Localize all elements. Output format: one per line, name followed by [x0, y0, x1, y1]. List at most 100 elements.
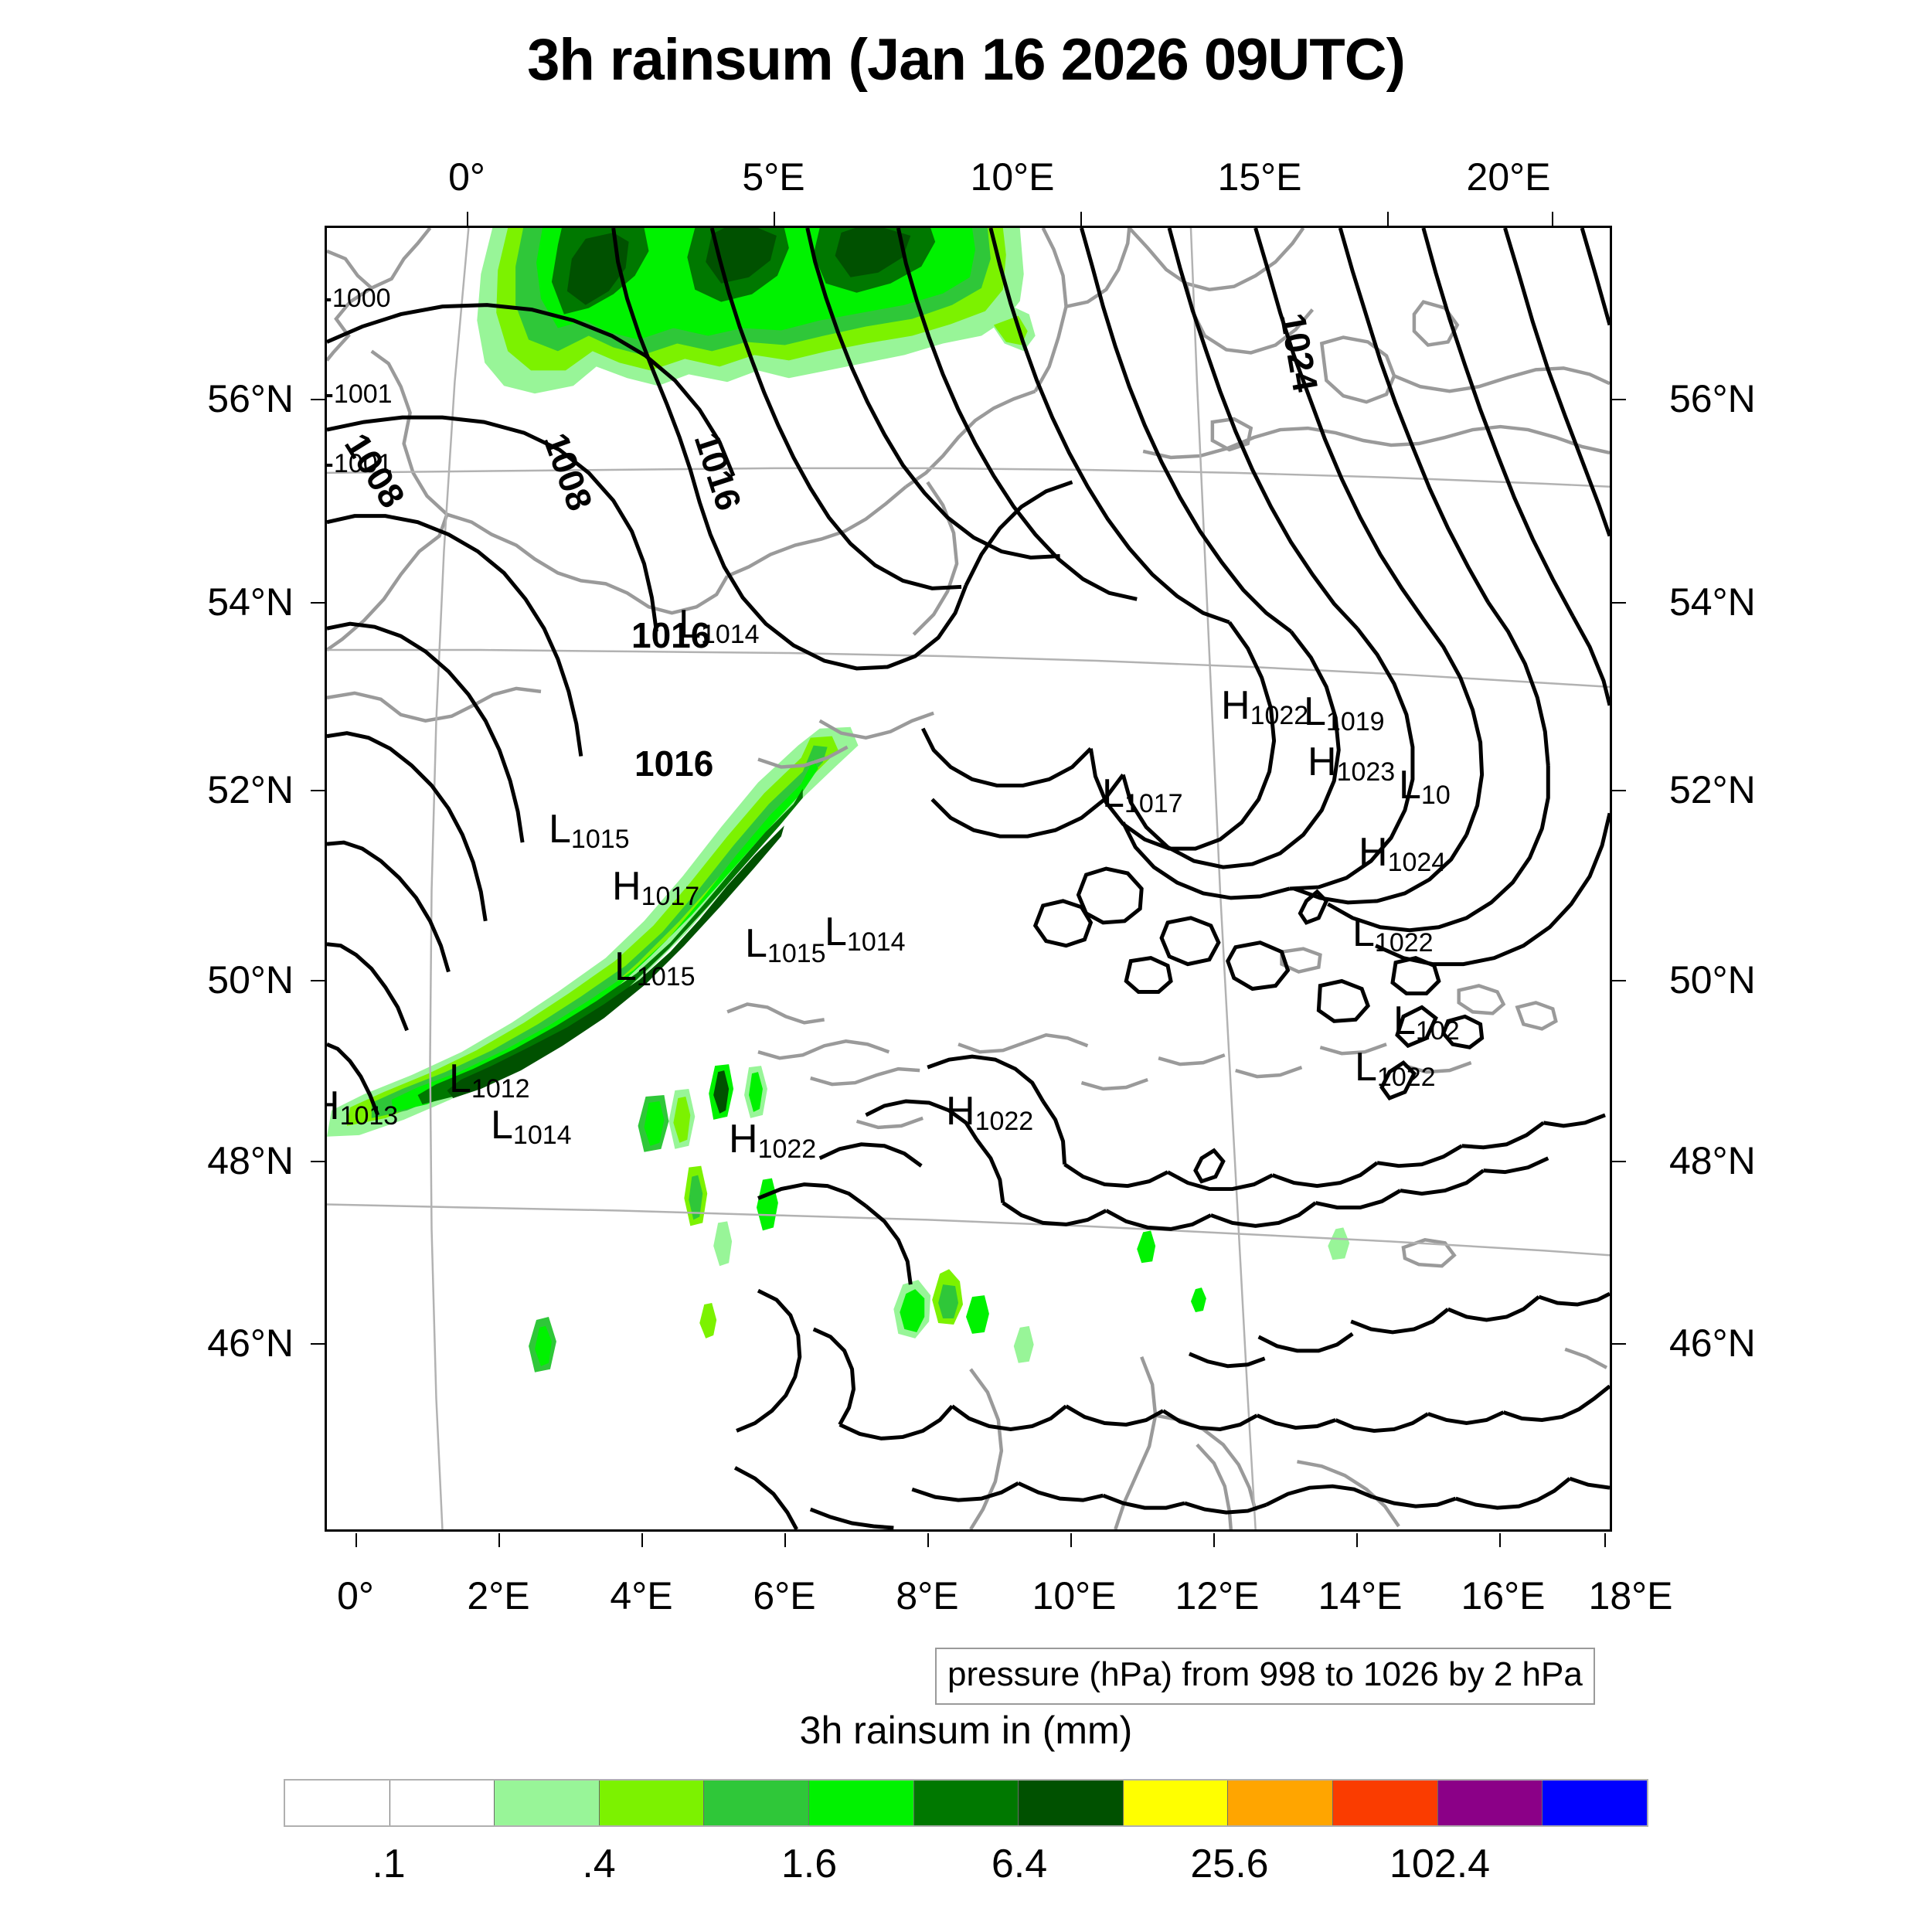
tick-top-3: [1387, 212, 1389, 226]
tick-label-bot-9: 18°E: [1588, 1574, 1673, 1617]
tick-label-right-2: 52°N: [1669, 768, 1756, 811]
extremum-label-13: L1015: [745, 921, 826, 968]
tick-label-top-2: 10°E: [970, 155, 1055, 199]
tick-label-bot-0: 0°: [337, 1574, 374, 1617]
tick-right-1: [1612, 602, 1626, 604]
tick-label-right-3: 50°N: [1669, 958, 1756, 1002]
extremum-label-19: H1013: [327, 1086, 399, 1131]
extremum-label-14: L1014: [825, 910, 906, 957]
tick-label-top-3: 15°E: [1217, 155, 1302, 199]
colorbar-label-2: 1.6: [781, 1842, 838, 1886]
tick-left-0: [311, 399, 325, 400]
tick-label-left-4: 48°N: [207, 1139, 294, 1182]
extremum-label-22: H1022: [946, 1089, 1034, 1136]
extremum-label-8: L10: [1399, 763, 1451, 810]
tick-label-bot-2: 4°E: [610, 1574, 673, 1617]
tick-top-4: [1552, 212, 1553, 226]
colorbar-label-4: 25.6: [1190, 1842, 1269, 1886]
tick-top-1: [774, 212, 775, 226]
tick-bot-2: [641, 1533, 643, 1547]
extremum-label-21: H1022: [729, 1117, 817, 1164]
tick-label-left-3: 50°N: [207, 958, 294, 1002]
isobar-layer: [327, 228, 1610, 1529]
colorbar-segment-12: [1543, 1781, 1647, 1825]
colorbar-segment-6: [913, 1781, 1019, 1825]
tick-label-right-0: 56°N: [1669, 377, 1756, 420]
contour-label-1016-mid: 1016: [631, 615, 711, 655]
colorbar: [284, 1779, 1648, 1827]
extremum-label-17: L1022: [1355, 1045, 1436, 1092]
tick-right-4: [1612, 1161, 1626, 1162]
colorbar-label-1: .4: [582, 1842, 616, 1886]
extremum-label-7: L1017: [1102, 771, 1183, 818]
tick-bot-5: [1070, 1533, 1072, 1547]
tick-bot-4: [927, 1533, 929, 1547]
extremum-label-5: L1019: [1304, 689, 1385, 736]
tick-left-5: [311, 1343, 325, 1345]
tick-bot-3: [784, 1533, 786, 1547]
colorbar-segment-4: [704, 1781, 810, 1825]
tick-bot-8: [1499, 1533, 1501, 1547]
tick-bot-6: [1213, 1533, 1215, 1547]
tick-left-3: [311, 980, 325, 981]
contour-label-1016-south: 1016: [634, 743, 714, 784]
tick-right-5: [1612, 1343, 1626, 1345]
tick-right-3: [1612, 980, 1626, 981]
colorbar-segment-10: [1333, 1781, 1438, 1825]
extremum-label-10: L1015: [549, 807, 630, 854]
colorbar-title: 3h rainsum in (mm): [799, 1709, 1133, 1752]
tick-label-left-0: 56°N: [207, 377, 294, 420]
graticule-layer: [327, 228, 1610, 1529]
colorbar-segment-8: [1123, 1781, 1229, 1825]
extremum-label-0: L1000: [327, 268, 391, 313]
tick-label-right-1: 54°N: [1669, 580, 1756, 624]
colorbar-segment-5: [809, 1781, 914, 1825]
extremum-label-1: L1001: [327, 364, 393, 409]
tick-label-bot-4: 8°E: [896, 1574, 959, 1617]
tick-label-right-5: 46°N: [1669, 1321, 1756, 1365]
colorbar-segment-11: [1437, 1781, 1543, 1825]
tick-right-2: [1612, 790, 1626, 791]
extremum-label-16: L102: [1393, 998, 1460, 1046]
tick-label-top-4: 20°E: [1466, 155, 1551, 199]
extremum-label-18: L1012: [449, 1056, 530, 1104]
extremum-label-9: H1024: [1359, 830, 1447, 877]
tick-label-left-1: 54°N: [207, 580, 294, 624]
tick-left-1: [311, 602, 325, 604]
extremum-label-12: L1022: [1352, 910, 1434, 957]
tick-label-top-1: 5°E: [742, 155, 805, 199]
extremum-label-6: H1023: [1308, 740, 1396, 787]
tick-left-2: [311, 790, 325, 791]
map-plot-area: 1008 1008 1016 1024 1016 1016 L1000 L100…: [325, 226, 1612, 1532]
colorbar-label-5: 102.4: [1389, 1842, 1491, 1886]
coastline-layer: [327, 228, 1610, 1529]
tick-top-0: [467, 212, 468, 226]
tick-label-bot-7: 14°E: [1318, 1574, 1403, 1617]
colorbar-segment-0: [285, 1781, 390, 1825]
colorbar-segment-2: [495, 1781, 600, 1825]
tick-bot-9: [1604, 1533, 1606, 1547]
tick-label-left-2: 52°N: [207, 768, 294, 811]
pressure-contour-note: pressure (hPa) from 998 to 1026 by 2 hPa: [935, 1648, 1595, 1705]
colorbar-label-3: 6.4: [991, 1842, 1048, 1886]
colorbar-segment-9: [1228, 1781, 1334, 1825]
tick-label-bot-5: 10°E: [1032, 1574, 1117, 1617]
tick-label-top-0: 0°: [448, 155, 485, 199]
colorbar-label-0: .1: [372, 1842, 406, 1886]
extremum-label-3: L1014: [679, 602, 760, 649]
tick-bot-7: [1356, 1533, 1358, 1547]
tick-label-bot-8: 16°E: [1461, 1574, 1546, 1617]
colorbar-segment-3: [599, 1781, 705, 1825]
map-canvas: [327, 228, 1610, 1529]
tick-bot-1: [498, 1533, 500, 1547]
tick-label-bot-6: 12°E: [1175, 1574, 1260, 1617]
page-title: 3h rainsum (Jan 16 2026 09UTC): [527, 27, 1406, 93]
tick-label-bot-3: 6°E: [753, 1574, 816, 1617]
colorbar-segment-1: [389, 1781, 495, 1825]
tick-top-2: [1080, 212, 1082, 226]
colorbar-segment-7: [1019, 1781, 1124, 1825]
extremum-label-4: H1022: [1221, 683, 1309, 730]
tick-label-right-4: 48°N: [1669, 1139, 1756, 1182]
extremum-label-2: L1001: [327, 434, 393, 478]
